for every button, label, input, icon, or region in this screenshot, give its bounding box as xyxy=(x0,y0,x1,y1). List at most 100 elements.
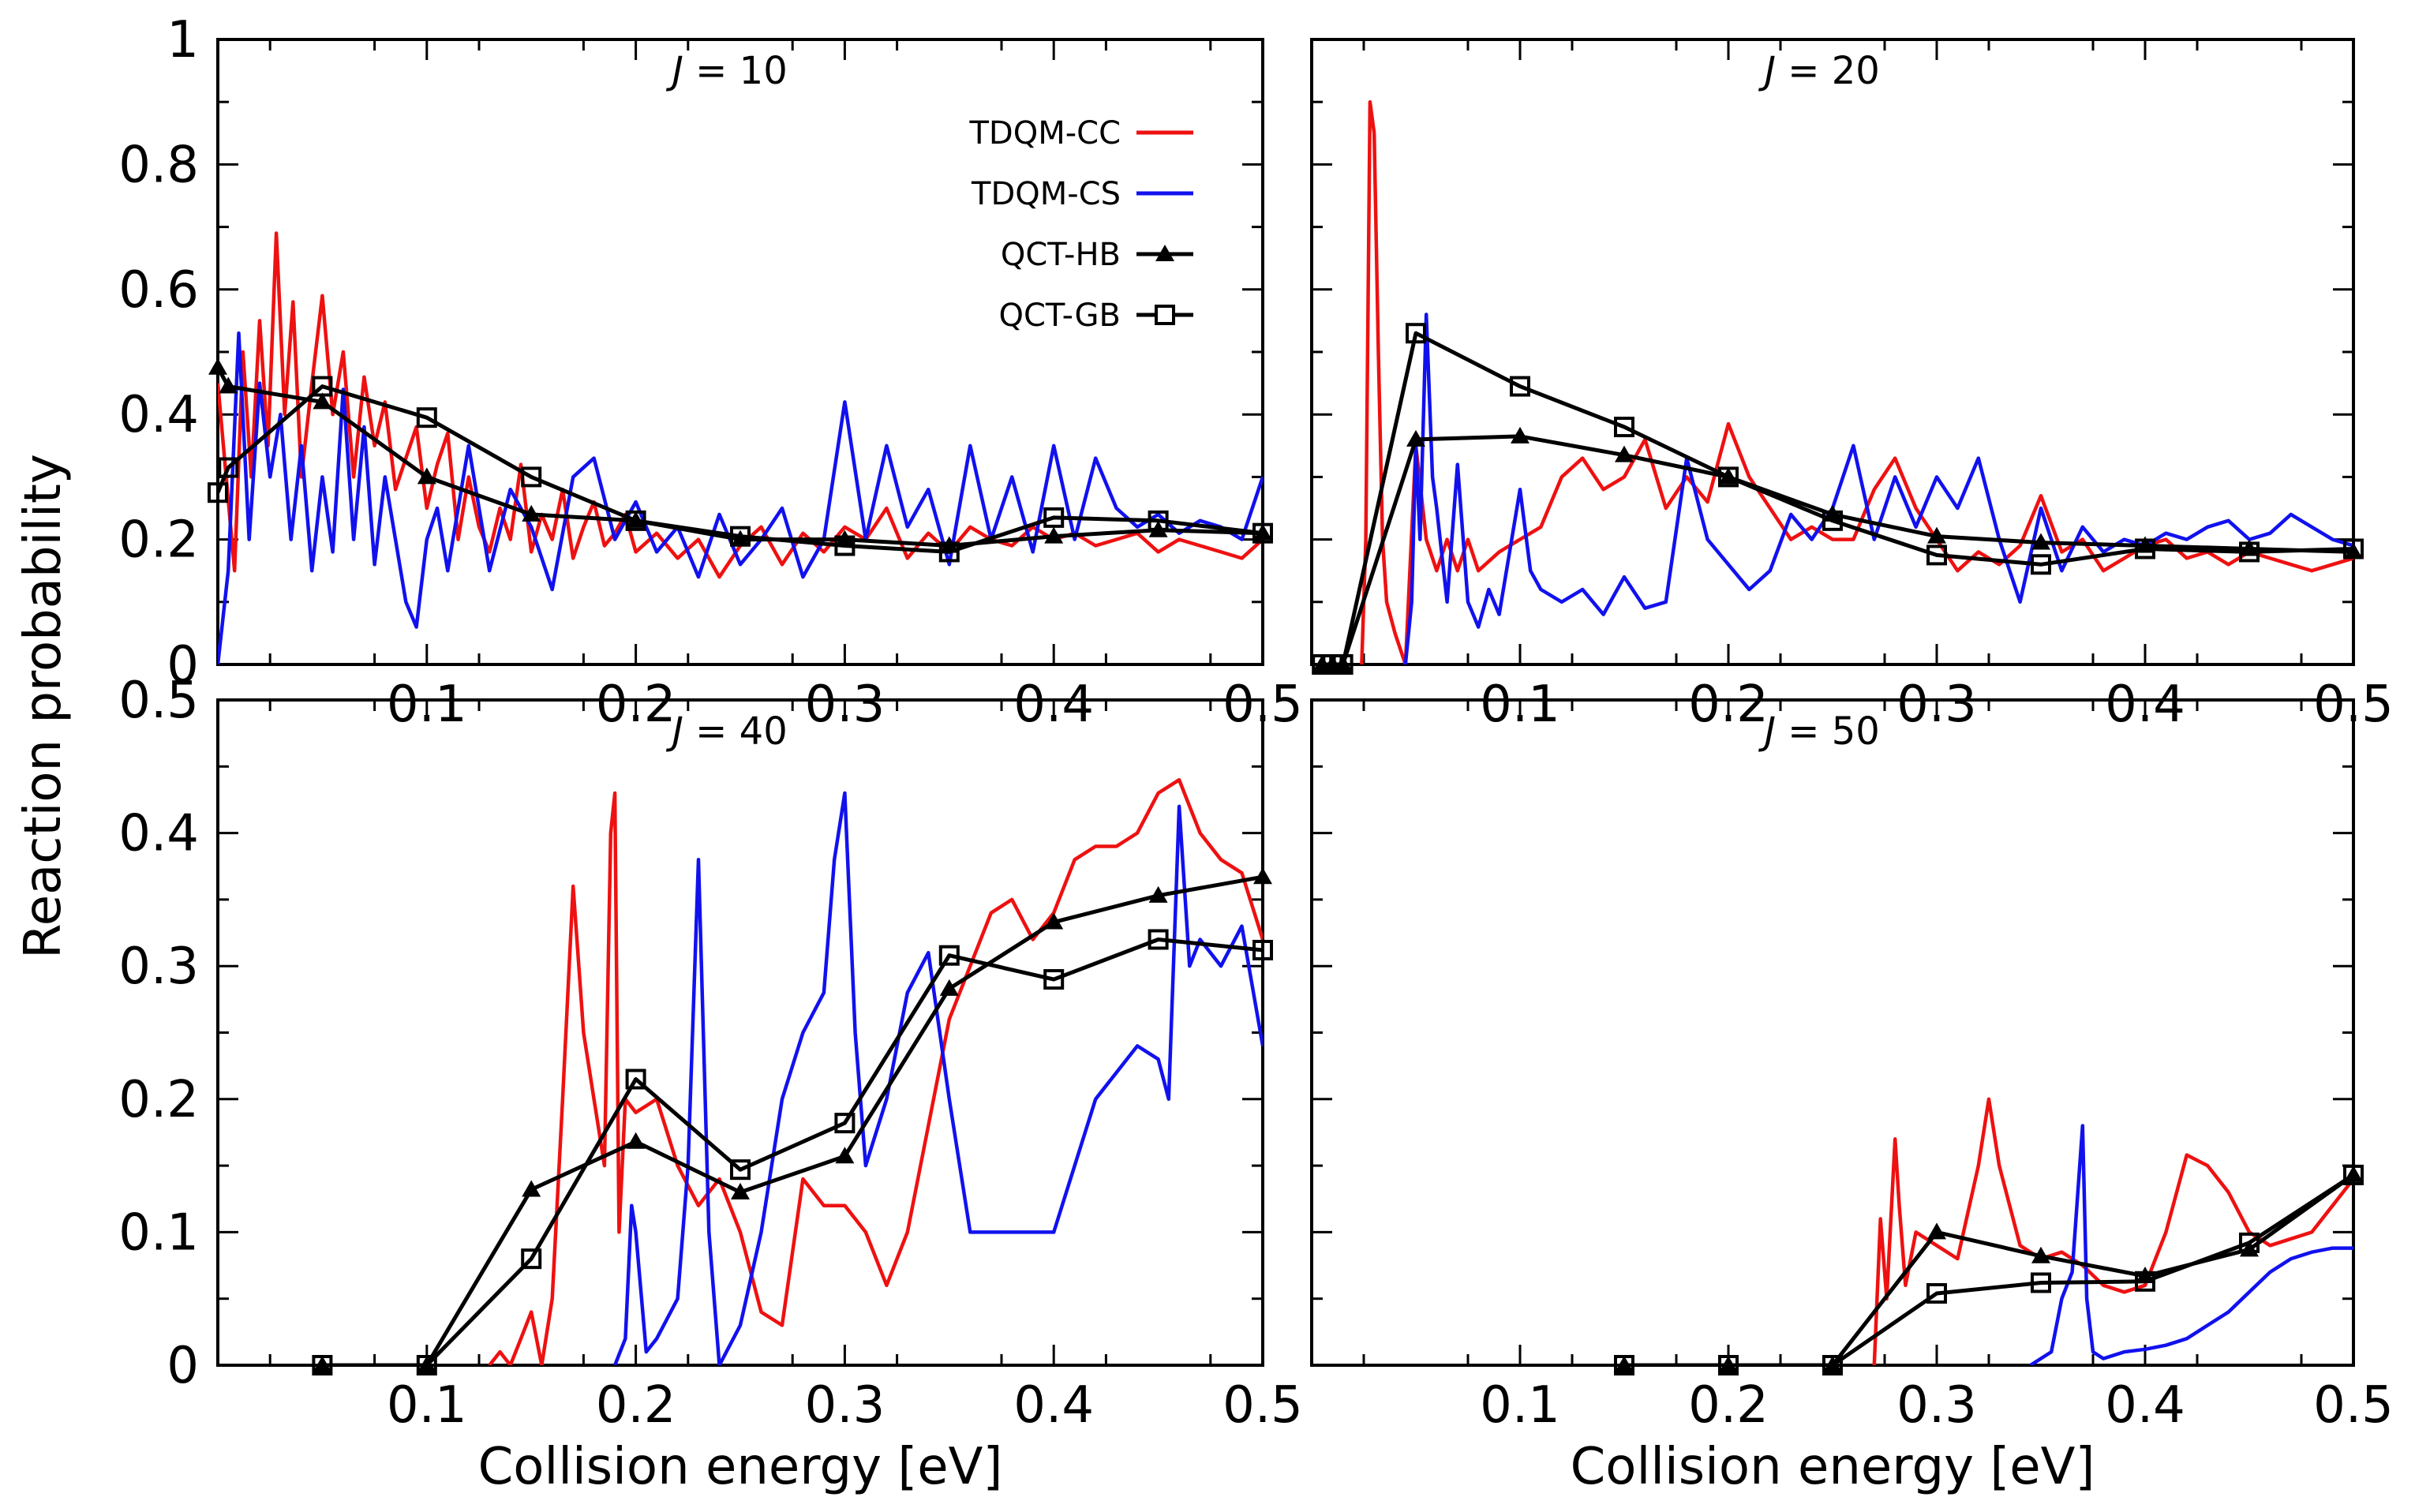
marker-triangle xyxy=(626,511,646,528)
marker-square xyxy=(1252,522,1273,544)
marker-square xyxy=(1148,510,1169,531)
y-tick-label: 0 xyxy=(167,636,199,694)
marker-square xyxy=(2031,1272,2051,1293)
series-group xyxy=(1322,99,2353,664)
legend-label-hb: QCT-HB xyxy=(1001,237,1121,273)
series-line-cs xyxy=(613,791,1263,1365)
marker-triangle xyxy=(219,376,238,394)
marker-triangle xyxy=(1253,867,1272,885)
x-tick-label: 0.2 xyxy=(596,1376,676,1435)
series-line-gb xyxy=(1322,331,2353,664)
marker-square xyxy=(208,482,228,503)
legend-label-cc: TDQM-CC xyxy=(968,115,1121,152)
marker-square xyxy=(1718,466,1739,488)
legend-marker-square xyxy=(1155,305,1175,325)
marker-triangle xyxy=(2031,533,2050,550)
marker-square xyxy=(1822,510,1843,531)
y-tick-label: 1 xyxy=(167,11,199,69)
marker-triangle xyxy=(731,1182,750,1199)
marker-triangle xyxy=(1719,1356,1738,1372)
marker-square xyxy=(1043,969,1065,990)
marker-square xyxy=(1926,545,1947,566)
series-group xyxy=(322,777,1263,1365)
series-line-cc xyxy=(1872,1097,2353,1365)
marker-triangle xyxy=(2031,1246,2050,1263)
panel-j40: 0.1 0.2 0.3 0.4 0.5 0 0.1 0.2 0.3 0.4 0.5 J = 40 Col… xyxy=(118,672,1303,1496)
marker-square xyxy=(218,457,239,478)
panel-title: J = 40 xyxy=(666,709,788,754)
x-tick-label: 0.3 xyxy=(1896,1376,1977,1435)
series-line-cs xyxy=(2029,1124,2353,1365)
y-tick-label: 0.2 xyxy=(118,1071,199,1129)
marker-square xyxy=(2135,538,2155,560)
y-tick-label: 0.5 xyxy=(118,672,199,730)
marker-triangle xyxy=(2344,542,2363,560)
marker-square xyxy=(730,1159,751,1181)
marker-triangle xyxy=(731,530,750,547)
y-tick-label: 0.8 xyxy=(118,136,199,194)
marker-square xyxy=(1614,417,1634,438)
y-tick-label: 0.1 xyxy=(118,1203,199,1262)
panel-title-var: J xyxy=(666,49,683,93)
marker-triangle xyxy=(522,504,541,522)
marker-triangle xyxy=(313,392,332,410)
marker-triangle xyxy=(1511,426,1530,443)
marker-triangle xyxy=(1615,445,1634,462)
marker-square xyxy=(521,1248,542,1270)
marker-triangle xyxy=(835,1147,855,1164)
marker-triangle xyxy=(1615,1356,1634,1372)
panel-title: J = 50 xyxy=(1758,709,1880,754)
marker-triangle xyxy=(417,1356,436,1372)
marker-triangle xyxy=(1044,912,1064,930)
marker-square xyxy=(1926,1282,1947,1304)
marker-square xyxy=(1406,323,1426,344)
plot-frame xyxy=(1310,38,2355,666)
y-tick-label: 0 xyxy=(167,1337,199,1395)
panel-title: J = 10 xyxy=(666,49,788,93)
marker-square xyxy=(730,526,751,547)
marker-square xyxy=(834,535,856,556)
marker-square xyxy=(1614,1355,1634,1375)
panel-j10: 0.1 0.2 0.3 0.4 0.500.20.40.60.81J = 10TDQM-… xyxy=(118,11,1303,734)
marker-triangle xyxy=(208,357,227,375)
series-line-cs xyxy=(218,331,1263,664)
series-line-cc xyxy=(218,231,1263,579)
marker-square xyxy=(416,407,437,429)
marker-triangle xyxy=(1719,467,1738,485)
marker-square xyxy=(938,541,960,563)
marker-triangle xyxy=(626,1132,646,1149)
panel-title-rest: = 20 xyxy=(1776,49,1880,93)
marker-square xyxy=(312,376,333,397)
legend-marker-triangle xyxy=(1155,245,1174,261)
marker-triangle xyxy=(1044,526,1064,544)
marker-square xyxy=(2343,1164,2364,1185)
marker-triangle xyxy=(2136,1267,2155,1284)
y-tick-label: 0.4 xyxy=(118,805,199,863)
marker-square xyxy=(1510,376,1530,397)
marker-square xyxy=(2239,541,2260,563)
marker-square xyxy=(2135,1271,2155,1292)
marker-triangle xyxy=(2136,536,2155,553)
marker-triangle xyxy=(1406,429,1425,447)
marker-triangle xyxy=(939,979,959,996)
marker-triangle xyxy=(1927,526,1946,544)
series-line-gb xyxy=(1624,1173,2353,1365)
marker-square xyxy=(1322,654,1343,675)
x-tick-label: 0.1 xyxy=(1480,1376,1560,1435)
panel-title-rest: = 50 xyxy=(1776,709,1880,754)
x-tick-label: 0.3 xyxy=(805,1376,886,1435)
legend: TDQM-CC TDQM-CS QCT-HB QCT-GB xyxy=(968,115,1193,334)
x-axis-title: Collision energy [eV] xyxy=(1571,1438,2095,1496)
legend-label-gb: QCT-GB xyxy=(998,298,1121,334)
x-tick-label: 0.1 xyxy=(387,1376,467,1435)
x-tick-label: 0.4 xyxy=(1013,1376,1094,1435)
x-axis-title: Collision energy [eV] xyxy=(478,1438,1003,1496)
marker-square xyxy=(521,466,542,488)
panel-title-rest: = 40 xyxy=(683,709,788,754)
marker-square xyxy=(2239,1232,2260,1253)
y-tick-label: 0.2 xyxy=(118,511,199,570)
x-tick-label: 0.5 xyxy=(1222,1376,1303,1435)
x-tick-label: 0.4 xyxy=(2105,1376,2185,1435)
marker-square xyxy=(2031,554,2051,575)
marker-triangle xyxy=(1927,1222,1946,1240)
